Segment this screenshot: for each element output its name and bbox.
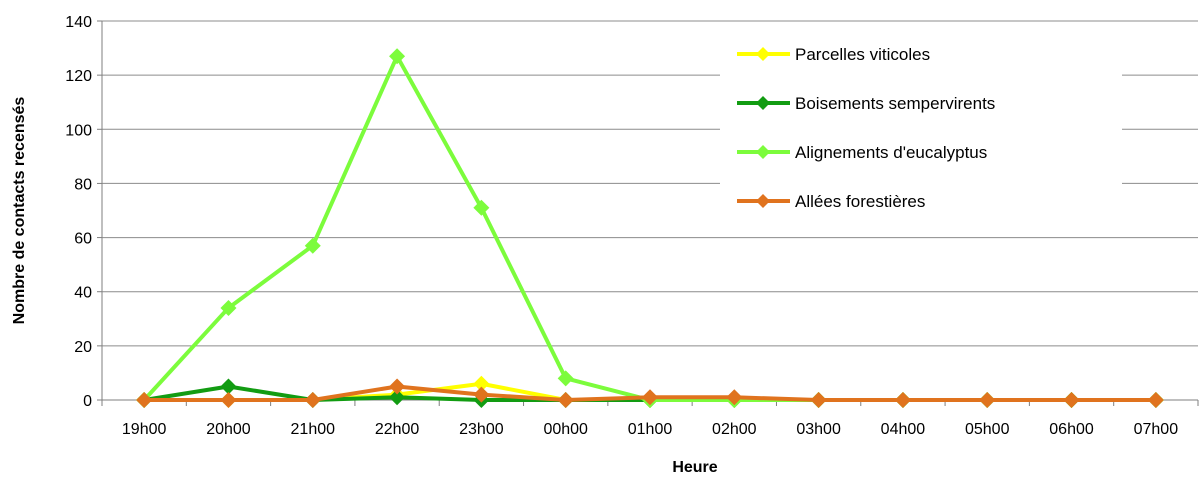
legend-item: Allées forestières (737, 192, 925, 211)
data-point (894, 392, 911, 408)
y-tick-label: 120 (65, 68, 92, 85)
legend-label: Parcelles viticoles (795, 45, 930, 64)
y-tick-label: 140 (65, 14, 92, 31)
y-axis-title: Nombre de contacts recensés (11, 97, 28, 325)
data-point (557, 370, 574, 387)
x-tick-label: 21h00 (291, 421, 336, 438)
series-group (136, 48, 1164, 408)
data-point (220, 378, 237, 395)
y-tick-label: 40 (74, 285, 92, 302)
legend-swatch-marker (756, 145, 770, 159)
x-tick-label: 22h00 (375, 421, 420, 438)
y-axis-ticks: 0 20 40 60 80 100 120 140 (65, 14, 102, 410)
y-tick-label: 100 (65, 122, 92, 139)
x-tick-label: 02h00 (712, 421, 757, 438)
legend-label: Boisements sempervirents (795, 94, 995, 113)
legend-label: Allées forestières (795, 192, 925, 211)
data-point (473, 386, 490, 403)
x-tick-label: 06h00 (1049, 421, 1094, 438)
legend-item: Boisements sempervirents (737, 94, 995, 113)
gridlines (102, 20, 1198, 347)
data-point (979, 392, 996, 408)
x-tick-label: 03h00 (796, 421, 841, 438)
data-point (389, 389, 406, 406)
y-tick-label: 0 (83, 393, 92, 410)
data-point (136, 392, 153, 408)
data-point (389, 378, 406, 395)
legend-swatch-marker (756, 47, 770, 61)
data-point (726, 389, 743, 406)
data-point (473, 199, 490, 216)
y-tick-label: 80 (74, 176, 92, 193)
legend-item: Alignements d'eucalyptus (737, 143, 987, 162)
x-tick-label: 23h00 (459, 421, 504, 438)
data-point (1147, 392, 1164, 408)
legend: Parcelles viticoles Boisements sempervire… (720, 33, 1122, 223)
legend-label: Alignements d'eucalyptus (795, 143, 987, 162)
data-point (473, 375, 490, 392)
data-point (810, 392, 827, 408)
data-point (642, 389, 658, 406)
x-tick-label: 01h00 (628, 421, 673, 438)
x-axis-ticks: 19h00 20h00 21h00 22h00 23h00 00h00 01h00 02h00… (101, 400, 1199, 438)
x-tick-label: 04h00 (881, 421, 926, 438)
data-point (557, 392, 574, 408)
data-point (389, 48, 406, 65)
data-point (304, 237, 321, 254)
x-tick-label: 00h00 (543, 421, 588, 438)
x-tick-label: 20h00 (206, 421, 251, 438)
data-point (304, 392, 321, 408)
x-tick-label: 07h00 (1134, 421, 1179, 438)
x-axis-title: Heure (672, 459, 717, 476)
legend-swatch-marker (756, 96, 770, 110)
series-3 (136, 378, 1164, 408)
y-tick-label: 60 (74, 231, 92, 248)
legend-background (720, 33, 1122, 223)
x-tick-label: 05h00 (965, 421, 1010, 438)
data-point (220, 392, 237, 408)
x-tick-label: 19h00 (122, 421, 167, 438)
legend-swatch-marker (756, 194, 770, 208)
legend-item: Parcelles viticoles (737, 45, 930, 64)
y-tick-label: 20 (74, 339, 92, 356)
data-point (1063, 392, 1080, 408)
data-point (220, 299, 237, 316)
